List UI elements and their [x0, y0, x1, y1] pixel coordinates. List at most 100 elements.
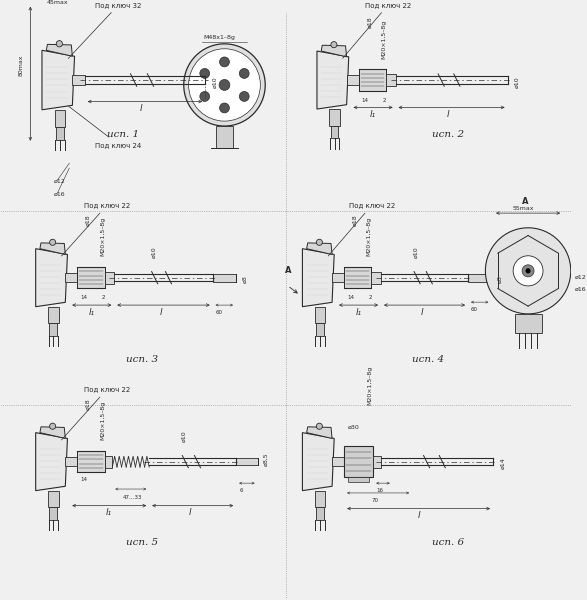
Bar — [55, 110, 65, 127]
Circle shape — [188, 49, 260, 121]
Text: исп. 6: исп. 6 — [431, 538, 464, 547]
Polygon shape — [36, 433, 68, 491]
Polygon shape — [40, 427, 65, 439]
Text: l₁: l₁ — [89, 308, 95, 317]
Bar — [104, 456, 112, 467]
Text: ø10: ø10 — [515, 76, 519, 88]
Bar — [315, 307, 325, 323]
Text: l: l — [447, 110, 450, 119]
Circle shape — [219, 80, 230, 91]
Circle shape — [522, 265, 534, 277]
Text: М20×1,5–8g: М20×1,5–8g — [381, 19, 386, 59]
Bar — [346, 76, 359, 85]
Text: исп. 3: исп. 3 — [126, 355, 158, 364]
Polygon shape — [317, 51, 349, 109]
Bar — [372, 272, 381, 284]
Polygon shape — [321, 45, 346, 57]
Text: ø18: ø18 — [86, 398, 91, 410]
Text: Под ключ 24: Под ключ 24 — [69, 106, 141, 148]
Text: l: l — [140, 104, 143, 113]
Polygon shape — [306, 427, 332, 439]
Text: ø8,5: ø8,5 — [264, 452, 269, 466]
Bar — [104, 272, 114, 284]
Polygon shape — [302, 248, 334, 307]
Bar — [77, 451, 104, 472]
Bar — [48, 491, 59, 508]
Circle shape — [220, 57, 230, 67]
Text: 14: 14 — [80, 295, 87, 300]
Circle shape — [184, 44, 265, 126]
Text: Под ключ 22: Под ключ 22 — [62, 386, 130, 440]
Text: ø10: ø10 — [212, 76, 217, 88]
Text: ø10: ø10 — [151, 247, 156, 258]
Text: l: l — [417, 511, 420, 520]
Text: М20×1,5–8g: М20×1,5–8g — [367, 217, 372, 256]
Circle shape — [525, 268, 531, 274]
Circle shape — [56, 41, 62, 47]
Text: М20×1,5–8g: М20×1,5–8g — [368, 365, 373, 405]
Bar — [514, 314, 542, 334]
Text: ø14: ø14 — [500, 458, 505, 469]
Text: 14: 14 — [80, 477, 87, 482]
Bar — [373, 456, 381, 467]
Circle shape — [485, 228, 571, 314]
Text: ø10: ø10 — [413, 247, 419, 258]
Text: исп. 5: исп. 5 — [126, 538, 158, 547]
Bar — [236, 458, 258, 465]
Circle shape — [239, 92, 249, 101]
Circle shape — [316, 423, 322, 430]
Text: l: l — [189, 508, 191, 517]
Circle shape — [316, 239, 322, 245]
Bar — [49, 508, 57, 520]
Text: исп. 1: исп. 1 — [107, 130, 139, 139]
Bar — [386, 74, 396, 86]
Text: l₁: l₁ — [370, 110, 376, 119]
Text: ø16: ø16 — [54, 191, 65, 196]
Text: 45max: 45max — [47, 0, 69, 5]
Text: 60: 60 — [471, 307, 478, 312]
Circle shape — [239, 68, 249, 79]
Text: 47…33: 47…33 — [123, 495, 143, 500]
Circle shape — [513, 256, 543, 286]
Text: ø16: ø16 — [575, 286, 586, 292]
Text: 2: 2 — [102, 295, 105, 300]
Text: М20×1,5–8g: М20×1,5–8g — [100, 217, 105, 256]
Text: исп. 2: исп. 2 — [431, 130, 464, 139]
Bar — [359, 69, 386, 91]
Bar — [468, 274, 491, 281]
Text: Под ключ 22: Под ключ 22 — [328, 202, 395, 256]
Text: ø8: ø8 — [242, 275, 247, 283]
Text: ø10: ø10 — [181, 430, 187, 442]
Bar — [332, 273, 344, 282]
Bar — [344, 267, 372, 289]
Bar — [330, 126, 338, 138]
Text: ø12: ø12 — [575, 275, 586, 280]
Text: 80max: 80max — [19, 55, 23, 76]
Polygon shape — [306, 243, 332, 254]
Text: М48х1–8g: М48х1–8g — [203, 35, 235, 40]
Text: 16: 16 — [376, 488, 383, 493]
Text: ø18: ø18 — [367, 17, 372, 28]
Bar — [49, 323, 57, 335]
Bar — [332, 457, 344, 466]
Polygon shape — [302, 433, 334, 491]
Text: l₁: l₁ — [356, 308, 362, 317]
Bar — [315, 491, 325, 508]
Circle shape — [331, 41, 337, 48]
Circle shape — [200, 68, 210, 79]
Text: 70: 70 — [372, 498, 379, 503]
Text: l₁: l₁ — [106, 508, 112, 517]
Circle shape — [220, 103, 230, 113]
Text: Под ключ 22: Под ключ 22 — [343, 2, 411, 58]
Text: 55max: 55max — [512, 206, 534, 211]
Circle shape — [49, 239, 56, 245]
Bar — [72, 76, 85, 85]
Bar — [344, 446, 373, 477]
Text: 14: 14 — [347, 295, 354, 300]
Text: l: l — [421, 308, 423, 317]
Polygon shape — [36, 248, 68, 307]
Bar — [65, 457, 77, 466]
Polygon shape — [46, 44, 72, 56]
Circle shape — [200, 92, 210, 101]
Bar — [348, 477, 369, 482]
